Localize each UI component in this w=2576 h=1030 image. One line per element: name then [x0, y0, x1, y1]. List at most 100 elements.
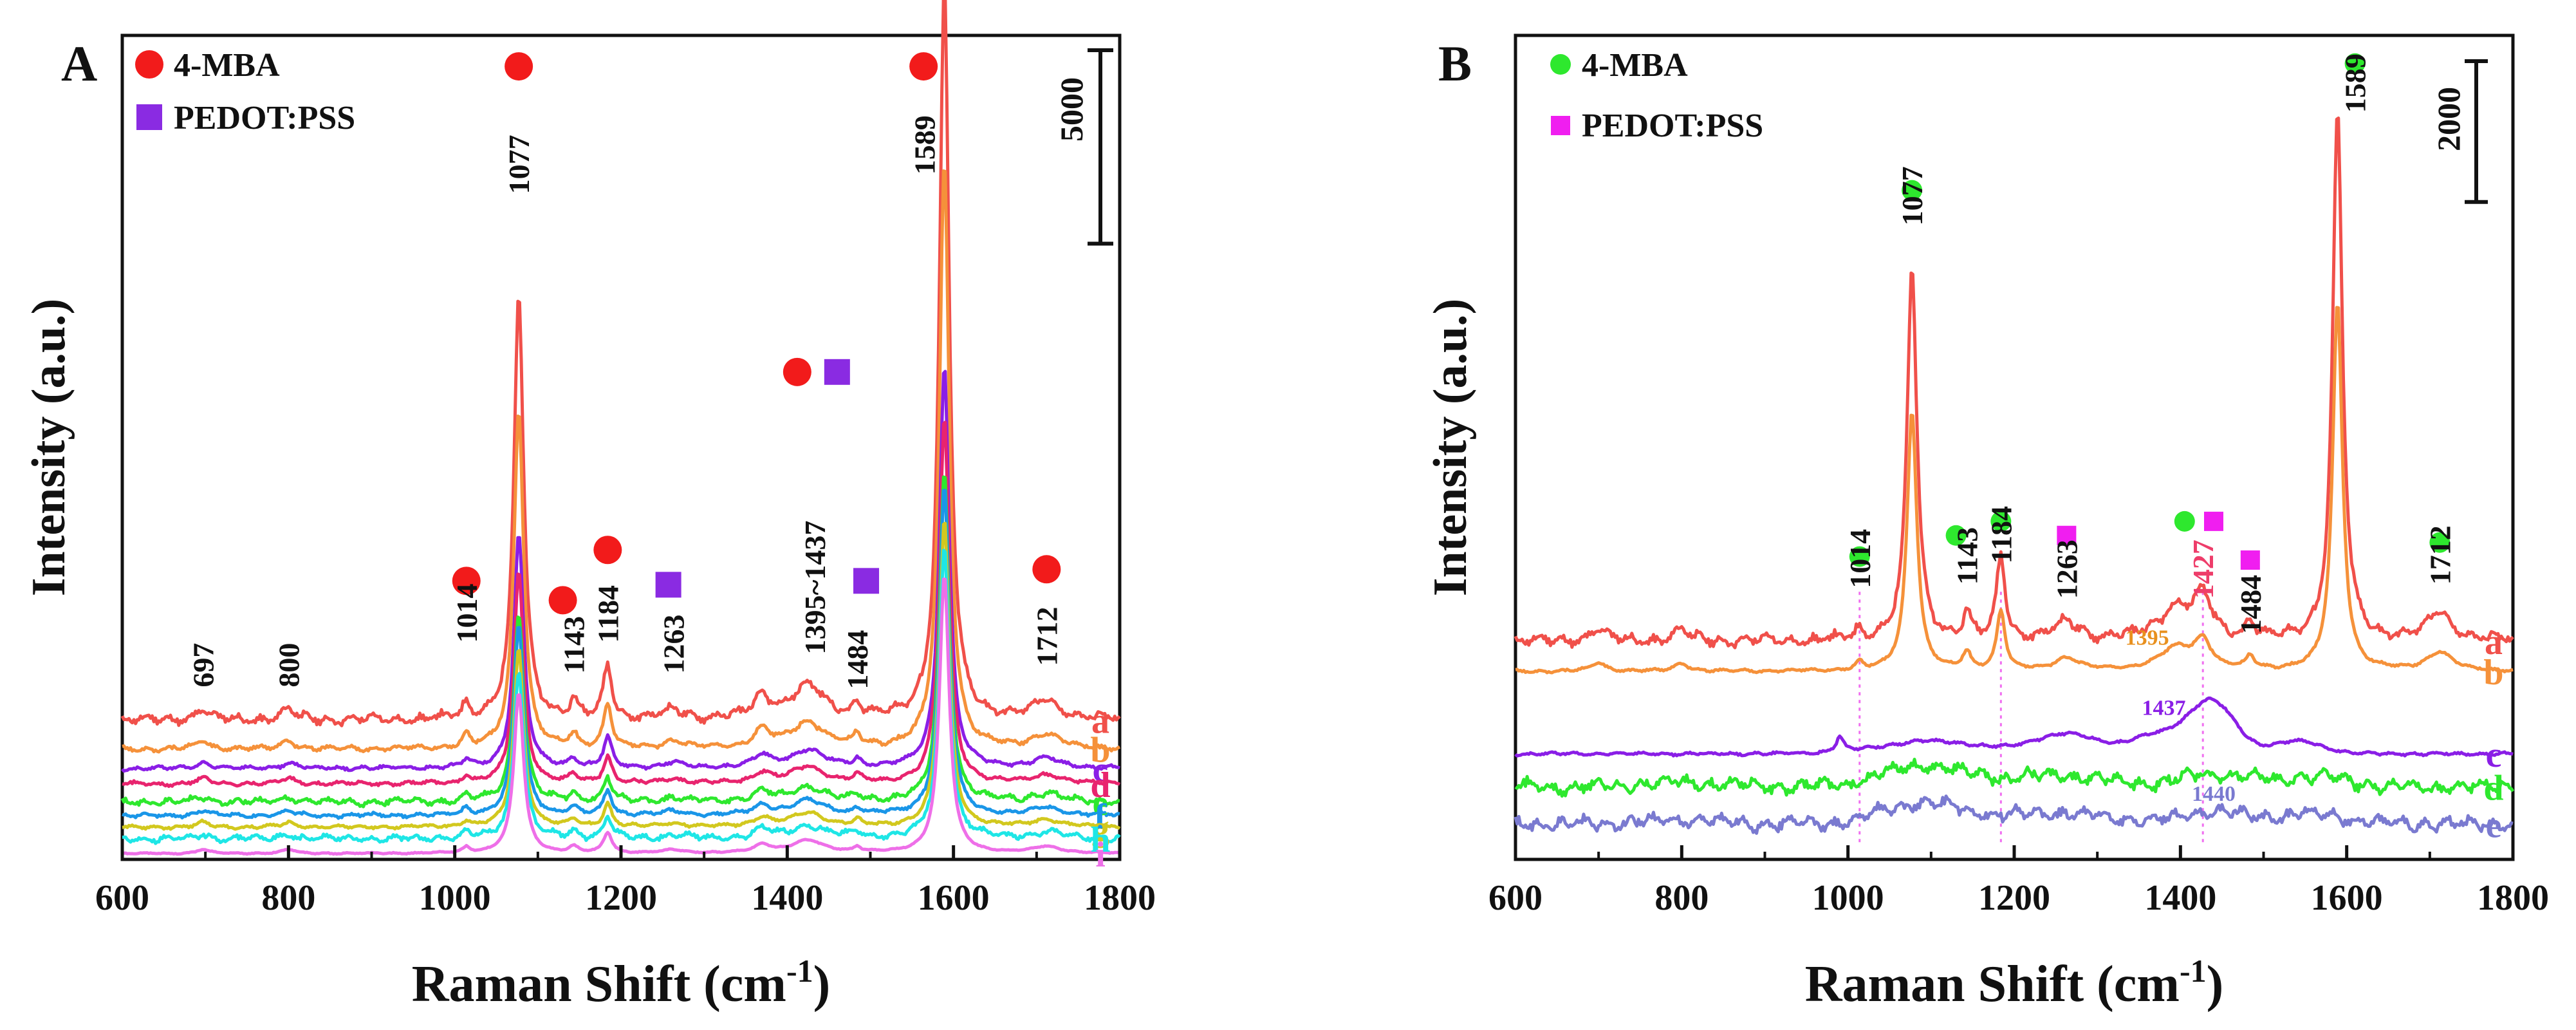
spectrum-d — [122, 420, 1121, 788]
peak-label: 1143 — [557, 616, 590, 673]
x-tick-label: 1400 — [2144, 878, 2216, 918]
annotation-label: 1440 — [2192, 782, 2236, 806]
series-label-e: e — [1093, 783, 1109, 823]
peak-label: 697 — [187, 643, 219, 688]
peak-label: 1712 — [1030, 607, 1063, 666]
series-label-c: c — [1093, 750, 1109, 790]
x-tick-label: 800 — [1654, 878, 1709, 918]
scale-bar-label: 5000 — [1053, 77, 1089, 142]
pedot-marker-icon — [853, 568, 880, 594]
spectrum-b — [1515, 306, 2514, 675]
spectrum-b — [122, 169, 1121, 754]
panel-b-chart: B 1014 1077 1143 1184 1263 1427 1484 1589 1712 1… — [1424, 33, 2549, 1013]
peak-label: 1184 — [591, 585, 624, 642]
peak-label: 1077 — [503, 135, 535, 194]
spectrum-a — [120, 0, 1121, 727]
series-label-b: b — [1090, 731, 1110, 771]
legend-label-mba: 4-MBA — [174, 47, 280, 84]
series-label-e: e — [2486, 805, 2502, 845]
panel-a-x-axis: 600 800 1000 1200 1400 1600 1800 — [95, 845, 1156, 918]
panel-b-x-axis: 600 800 1000 1200 1400 1600 1800 — [1488, 845, 2549, 918]
scale-bar-label: 2000 — [2431, 87, 2467, 151]
x-tick-label: 800 — [261, 878, 315, 918]
peak-label: 1077 — [1896, 166, 1929, 225]
panel-b-series-labels: ab cde — [2483, 623, 2503, 845]
series-label-g: g — [1091, 809, 1109, 848]
mba-marker-icon — [505, 52, 533, 81]
mba-marker-icon — [1902, 180, 1923, 201]
pedot-marker-icon — [824, 359, 850, 385]
x-tick-label: 1600 — [918, 878, 990, 918]
panel-b-y-axis-label: Intensity (a.u.) — [1424, 299, 1477, 597]
panel-b-plot-frame — [1514, 33, 2515, 861]
spectrum-e — [1514, 794, 2514, 835]
peak-label: 1589 — [2339, 53, 2372, 113]
peak-label: 1712 — [2423, 525, 2456, 585]
mba-marker-icon — [909, 52, 938, 81]
x-tick-label: 1000 — [419, 878, 491, 918]
spectrum-c — [1514, 696, 2514, 758]
series-label-d: d — [2483, 768, 2503, 808]
legend-circle-icon — [1550, 54, 1571, 75]
panel-a-y-axis-label: Intensity (a.u.) — [23, 299, 75, 597]
pedot-marker-icon — [2240, 550, 2260, 570]
mba-marker-icon — [2174, 510, 2195, 532]
legend-square-icon — [1551, 116, 1570, 135]
legend-circle-icon — [135, 50, 163, 79]
series-label-h: h — [1090, 820, 1110, 860]
series-label-d: d — [1090, 765, 1110, 805]
series-label-f: f — [1095, 797, 1107, 837]
series-label-a: a — [1091, 702, 1109, 742]
peak-label: 1014 — [1844, 529, 1876, 588]
peak-label: 1263 — [657, 615, 690, 674]
legend-label-pedot: PEDOT:PSS — [1582, 108, 1763, 144]
peak-label: 1263 — [2050, 539, 2083, 599]
pedot-marker-icon — [655, 572, 681, 598]
spectrum-a — [1514, 117, 2514, 650]
mba-marker-icon — [783, 357, 811, 386]
series-label-i: i — [1095, 835, 1106, 875]
panel-b-spectra — [1514, 117, 2515, 835]
mba-marker-icon — [593, 536, 622, 565]
legend-label-mba: 4-MBA — [1582, 47, 1688, 84]
panel-b-peak-markers — [1849, 53, 2451, 570]
panel-a-x-axis-label: Raman Shift (cm-1) — [412, 953, 830, 1013]
series-label-a: a — [2485, 623, 2503, 662]
mba-marker-icon — [1032, 555, 1061, 584]
peak-label: 800 — [272, 643, 305, 688]
series-label-b: b — [2483, 653, 2503, 693]
panel-b-peak-labels: 1014 1077 1143 1184 1263 1427 1484 1589 1712 — [1844, 53, 2457, 634]
panel-a-plot-frame — [120, 33, 1122, 861]
mba-marker-icon — [452, 566, 481, 595]
peak-label: 1589 — [909, 115, 941, 174]
panel-b-annotation-labels: 1395 1437 1440 — [2126, 626, 2236, 806]
pedot-marker-icon — [2204, 511, 2223, 531]
x-tick-label: 1400 — [751, 878, 823, 918]
x-tick-label: 600 — [95, 878, 149, 918]
x-tick-label: 1800 — [1084, 878, 1156, 918]
annotation-label: 1437 — [2142, 697, 2186, 720]
series-label-c: c — [2486, 735, 2502, 775]
panel-b-letter: B — [1438, 35, 1472, 91]
mba-marker-icon — [548, 586, 577, 615]
x-tick-label: 600 — [1488, 878, 1543, 918]
x-tick-label: 1000 — [1812, 878, 1884, 918]
peak-label: 1395~1437 — [799, 521, 831, 655]
panel-a-letter: A — [61, 35, 97, 91]
peak-label: 1484 — [841, 630, 874, 689]
panel-b-legend: 4-MBA PEDOT:PSS — [1550, 47, 1763, 144]
pedot-marker-icon — [2057, 525, 2077, 545]
peak-label: 1184 — [1985, 506, 2017, 563]
panel-a-scale-bar: 5000 — [1053, 48, 1113, 246]
x-tick-label: 1600 — [2311, 878, 2383, 918]
mba-marker-icon — [2344, 53, 2366, 74]
peak-label: 1014 — [450, 584, 483, 643]
panel-b-guide-lines — [1858, 592, 2204, 846]
x-tick-label: 1200 — [1978, 878, 2050, 918]
x-tick-label: 1800 — [2477, 878, 2549, 918]
mba-marker-icon — [2429, 532, 2451, 553]
panel-a-peak-markers — [452, 52, 1061, 615]
